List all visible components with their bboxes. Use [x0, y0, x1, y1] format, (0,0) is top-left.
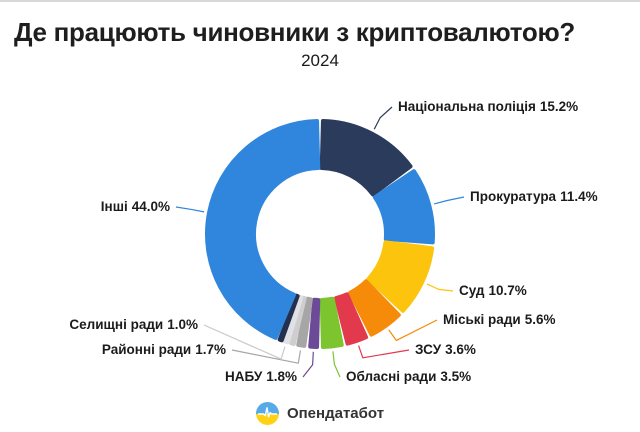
leader-line-0	[373, 106, 393, 130]
slice-label-9: Селищні ради 1.0%	[69, 317, 198, 333]
slice-label-text: Селищні ради	[69, 317, 164, 332]
leader-line-9	[203, 324, 286, 360]
slice-label-3: Міські ради 5.6%	[443, 312, 555, 328]
page-title: Де працюють чиновники з криптовалютою?	[14, 17, 575, 47]
slice-label-text: Районні ради	[101, 342, 192, 357]
leader-line-11	[175, 206, 205, 213]
footer-brand: Опендатабот	[0, 399, 640, 427]
slice-8[interactable]	[289, 295, 307, 346]
slice-label-text: Національна поліція	[398, 99, 536, 114]
slice-label-text: НАБУ	[224, 369, 263, 384]
slice-3-Міські ради[interactable]	[348, 279, 401, 337]
slice-label-text: Інші	[100, 199, 128, 214]
slice-label-0: Національна поліція 15.2%	[398, 99, 578, 115]
slice-label-text: Прокуратура	[470, 189, 557, 204]
slice-10[interactable]	[277, 293, 300, 343]
slice-label-percent: 11.4%	[560, 189, 598, 204]
slice-1-Прокуратура[interactable]	[372, 169, 435, 245]
slice-6-НАБУ[interactable]	[308, 297, 321, 349]
brand-name: Опендатабот	[286, 404, 385, 422]
slice-label-percent: 3.5%	[440, 369, 472, 384]
slice-11-Інші[interactable]	[205, 119, 321, 340]
slice-4-ЗСУ[interactable]	[334, 292, 369, 346]
slice-label-percent: 10.7%	[488, 283, 527, 298]
slice-label-percent: 1.0%	[167, 317, 198, 332]
slice-label-percent: 3.6%	[445, 342, 476, 357]
slice-2-Суд[interactable]	[366, 240, 435, 313]
slice-label-percent: 44.0%	[131, 199, 170, 214]
leader-line-5	[332, 351, 341, 378]
leader-line-2	[426, 283, 454, 292]
slice-5-Обласні ради[interactable]	[319, 296, 344, 349]
slice-label-percent: 1.7%	[195, 342, 226, 357]
slice-label-6: НАБУ 1.8%	[225, 369, 297, 385]
slice-0-Національна поліція[interactable]	[319, 119, 413, 197]
chart-subtitle-year: 2024	[301, 51, 339, 70]
slice-label-1: Прокуратура 11.4%	[470, 189, 598, 205]
slice-label-text: Суд	[459, 283, 485, 298]
slice-7-Районні ради[interactable]	[296, 296, 313, 348]
slice-label-11: Інші 44.0%	[101, 199, 170, 215]
slice-label-5: Обласні ради 3.5%	[346, 369, 471, 385]
slice-label-percent: 15.2%	[539, 99, 579, 114]
leader-line-7	[231, 349, 302, 364]
slice-label-percent: 1.8%	[266, 369, 297, 384]
leader-line-1	[433, 196, 465, 205]
slice-label-7: Районні ради 1.7%	[102, 342, 226, 358]
opendatabot-logo-icon	[255, 401, 279, 425]
leader-line-4	[358, 345, 410, 359]
slice-label-percent: 5.6%	[524, 312, 556, 327]
leader-line-3	[388, 319, 438, 342]
slice-label-2: Суд 10.7%	[459, 283, 527, 299]
slice-label-4: ЗСУ 3.6%	[415, 342, 476, 358]
slice-label-text: Обласні ради	[346, 369, 437, 384]
slice-label-text: Міські ради	[443, 312, 521, 327]
leader-line-6	[302, 351, 314, 378]
slice-label-text: ЗСУ	[415, 342, 442, 357]
